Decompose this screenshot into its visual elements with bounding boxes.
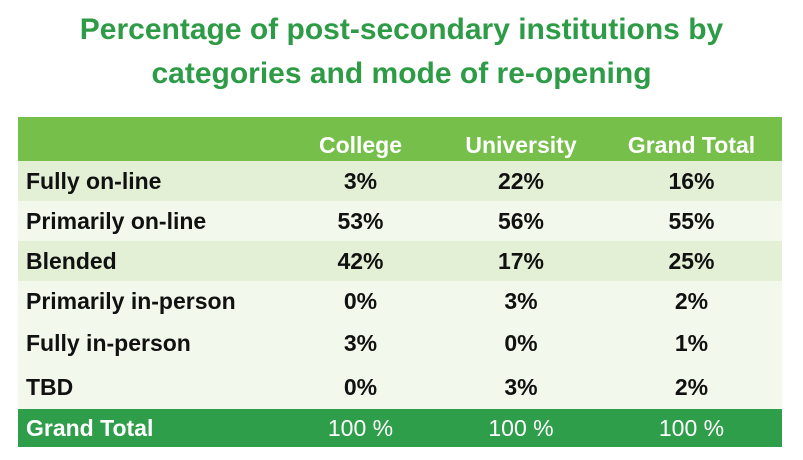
cell-total: 25%: [668, 247, 715, 274]
table-header-row: College University Grand Total: [18, 117, 782, 161]
chart-title-line-2: categories and mode of re-opening: [151, 57, 652, 90]
cell-college: 53%: [337, 207, 384, 234]
cell-college: 0%: [343, 287, 378, 314]
grand-total-university: 100 %: [488, 414, 554, 441]
grand-total-label: Grand Total: [26, 414, 154, 441]
header-college: College: [318, 132, 403, 158]
table-row: Fully in-person 3% 0% 1%: [18, 321, 782, 365]
cell-university: 17%: [497, 247, 545, 274]
cell-total: 1%: [674, 329, 709, 356]
cell-university: 0%: [504, 329, 538, 356]
cell-total: 2%: [674, 373, 709, 400]
cell-college: 42%: [337, 247, 384, 274]
header-corner: [18, 117, 280, 161]
cell-university: 56%: [497, 207, 545, 234]
row-label: Blended: [26, 247, 117, 274]
cell-total: 55%: [668, 207, 715, 234]
table-row: TBD 0% 3% 2%: [18, 365, 782, 409]
row-label: Fully in-person: [26, 329, 191, 356]
cell-college: 3%: [343, 329, 378, 356]
data-table: College University Grand Total Fully on-…: [18, 117, 782, 447]
grand-total-total: 100 %: [658, 414, 725, 441]
row-label: TBD: [26, 373, 74, 400]
header-grand-total: Grand Total: [627, 132, 756, 158]
cell-total: 2%: [674, 287, 709, 314]
cell-college: 3%: [343, 167, 378, 194]
grand-total-row: Grand Total 100 % 100 % 100 %: [18, 409, 782, 447]
cell-university: 3%: [504, 287, 538, 314]
header-university: University: [465, 132, 577, 158]
row-label: Fully on-line: [26, 167, 162, 194]
table-row: Primarily in-person 0% 3% 2%: [18, 281, 782, 321]
chart-title: Percentage of post-secondary institution…: [0, 8, 803, 96]
table-row: Blended 42% 17% 25%: [18, 241, 782, 281]
table-row: Fully on-line 3% 22% 16%: [18, 161, 782, 201]
cell-university: 22%: [497, 167, 545, 194]
table-row: Primarily on-line 53% 56% 55%: [18, 201, 782, 241]
row-label: Primarily on-line: [26, 207, 207, 234]
cell-university: 3%: [504, 373, 538, 400]
row-label: Primarily in-person: [26, 287, 236, 314]
grand-total-college: 100 %: [327, 414, 394, 441]
cell-total: 16%: [668, 167, 715, 194]
cell-college: 0%: [343, 373, 378, 400]
chart-title-line-1: Percentage of post-secondary institution…: [79, 13, 724, 46]
